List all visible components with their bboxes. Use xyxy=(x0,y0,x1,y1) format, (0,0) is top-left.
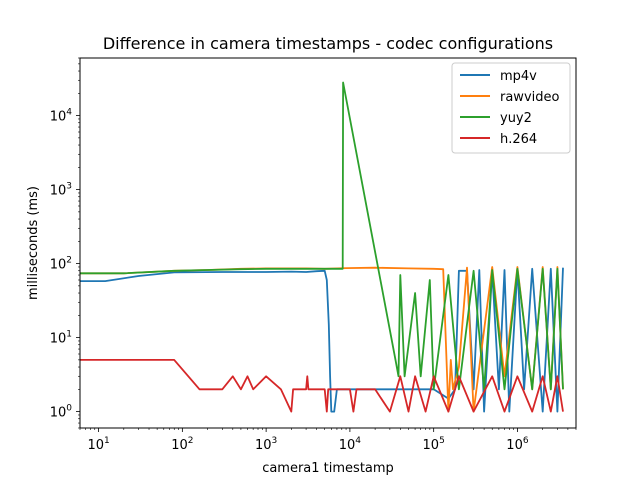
x-axis: 101 102 103 104 105 106 xyxy=(79,428,577,453)
x-tick-base: 10 xyxy=(339,438,356,453)
y-tick-exponent: 0 xyxy=(66,404,72,414)
x-tick-base: 10 xyxy=(423,438,440,453)
series-layer xyxy=(80,81,564,413)
x-tick-base: 10 xyxy=(87,438,104,453)
y-tick-base: 10 xyxy=(50,110,67,125)
legend: mp4v rawvideo yuy2 h.264 xyxy=(451,62,571,154)
x-tick-label: 105 xyxy=(423,436,445,453)
x-tick-base: 10 xyxy=(171,438,188,453)
y-tick-exponent: 4 xyxy=(66,108,72,118)
y-tick-base: 10 xyxy=(50,184,67,199)
x-tick-label: 104 xyxy=(339,436,362,453)
x-tick-exponent: 6 xyxy=(523,436,529,446)
series-line-2 xyxy=(80,81,564,391)
legend-label-0: mp4v xyxy=(500,69,537,84)
y-tick-label: 102 xyxy=(50,256,72,273)
chart-title: Difference in camera timestamps - codec … xyxy=(103,34,553,53)
x-tick-exponent: 4 xyxy=(355,436,361,446)
y-tick-base: 10 xyxy=(50,332,67,347)
y-tick-base: 10 xyxy=(50,406,67,421)
y-tick-exponent: 2 xyxy=(66,256,72,266)
y-tick-label: 104 xyxy=(50,108,73,125)
x-tick-exponent: 3 xyxy=(272,436,278,446)
x-tick-label: 103 xyxy=(255,436,277,453)
y-tick-exponent: 3 xyxy=(66,182,72,192)
x-tick-label: 106 xyxy=(506,436,529,453)
plot-frame xyxy=(79,57,577,429)
y-tick-label: 103 xyxy=(50,182,72,199)
series-line-0 xyxy=(80,267,564,413)
x-tick-label: 101 xyxy=(87,436,109,453)
legend-label-2: yuy2 xyxy=(500,111,532,126)
x-tick-exponent: 1 xyxy=(104,436,110,446)
series-line-3 xyxy=(80,359,564,413)
legend-box xyxy=(451,62,571,154)
x-tick-exponent: 2 xyxy=(188,436,194,446)
legend-label-1: rawvideo xyxy=(500,90,559,105)
x-tick-label: 102 xyxy=(171,436,193,453)
x-tick-exponent: 5 xyxy=(439,436,445,446)
x-tick-base: 10 xyxy=(255,438,272,453)
y-tick-label: 100 xyxy=(50,404,73,421)
y-tick-label: 101 xyxy=(50,330,72,347)
y-tick-exponent: 1 xyxy=(66,330,72,340)
legend-label-3: h.264 xyxy=(500,132,537,147)
y-axis-label: milliseconds (ms) xyxy=(26,186,41,300)
y-tick-base: 10 xyxy=(50,258,67,273)
x-tick-base: 10 xyxy=(506,438,523,453)
x-axis-label: camera1 timestamp xyxy=(262,461,394,476)
